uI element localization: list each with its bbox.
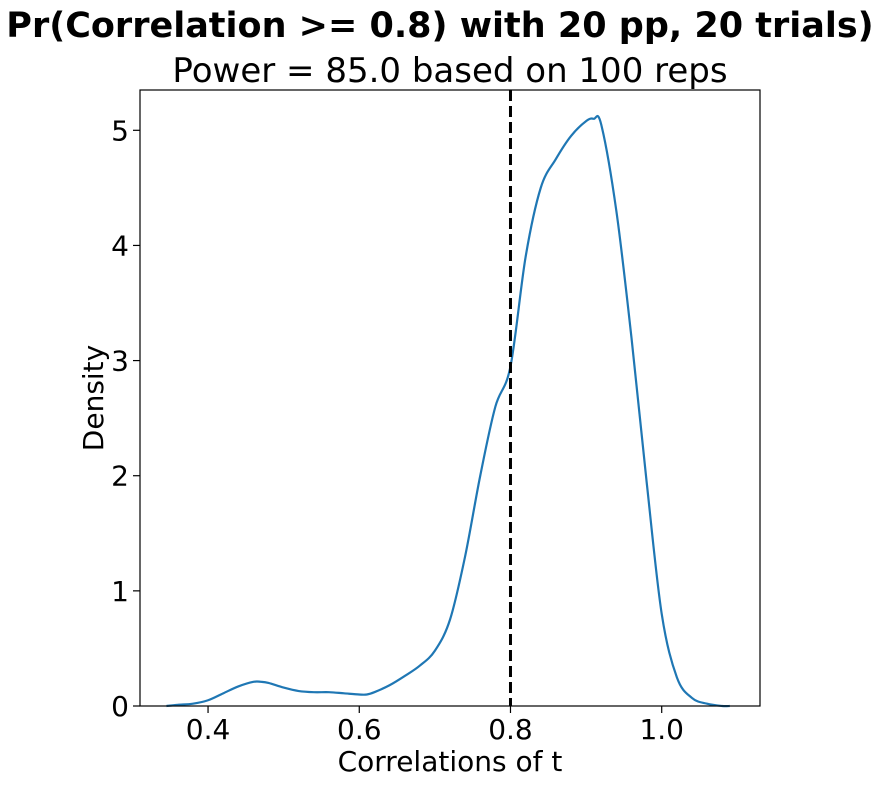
- y-tick-label: 4: [111, 229, 129, 262]
- y-tick-label: 0: [111, 690, 129, 723]
- x-tick-label: 1.0: [639, 713, 684, 746]
- chart-title: Pr(Correlation >= 0.8) with 20 pp, 20 tr…: [6, 6, 873, 46]
- x-tick-label: 0.6: [337, 713, 382, 746]
- density-curve: [166, 115, 730, 708]
- chart-subtitle: Power = 85.0 based on 100 reps: [172, 51, 727, 91]
- y-tick-label: 1: [111, 575, 129, 608]
- y-tick-label: 2: [111, 460, 129, 493]
- x-tick-label: 0.4: [186, 713, 231, 746]
- y-axis-label: Density: [77, 345, 110, 451]
- x-axis-label: Correlations of t: [338, 745, 563, 778]
- axes-layer: 0.4 0.6 0.8 1.0 0 1 2 3 4 5: [111, 114, 684, 746]
- y-tick-label: 5: [111, 114, 129, 147]
- plot-layer: [166, 90, 730, 708]
- plot-area-frame: [139, 89, 761, 707]
- y-tick-label: 3: [111, 345, 129, 378]
- x-tick-label: 0.8: [488, 713, 533, 746]
